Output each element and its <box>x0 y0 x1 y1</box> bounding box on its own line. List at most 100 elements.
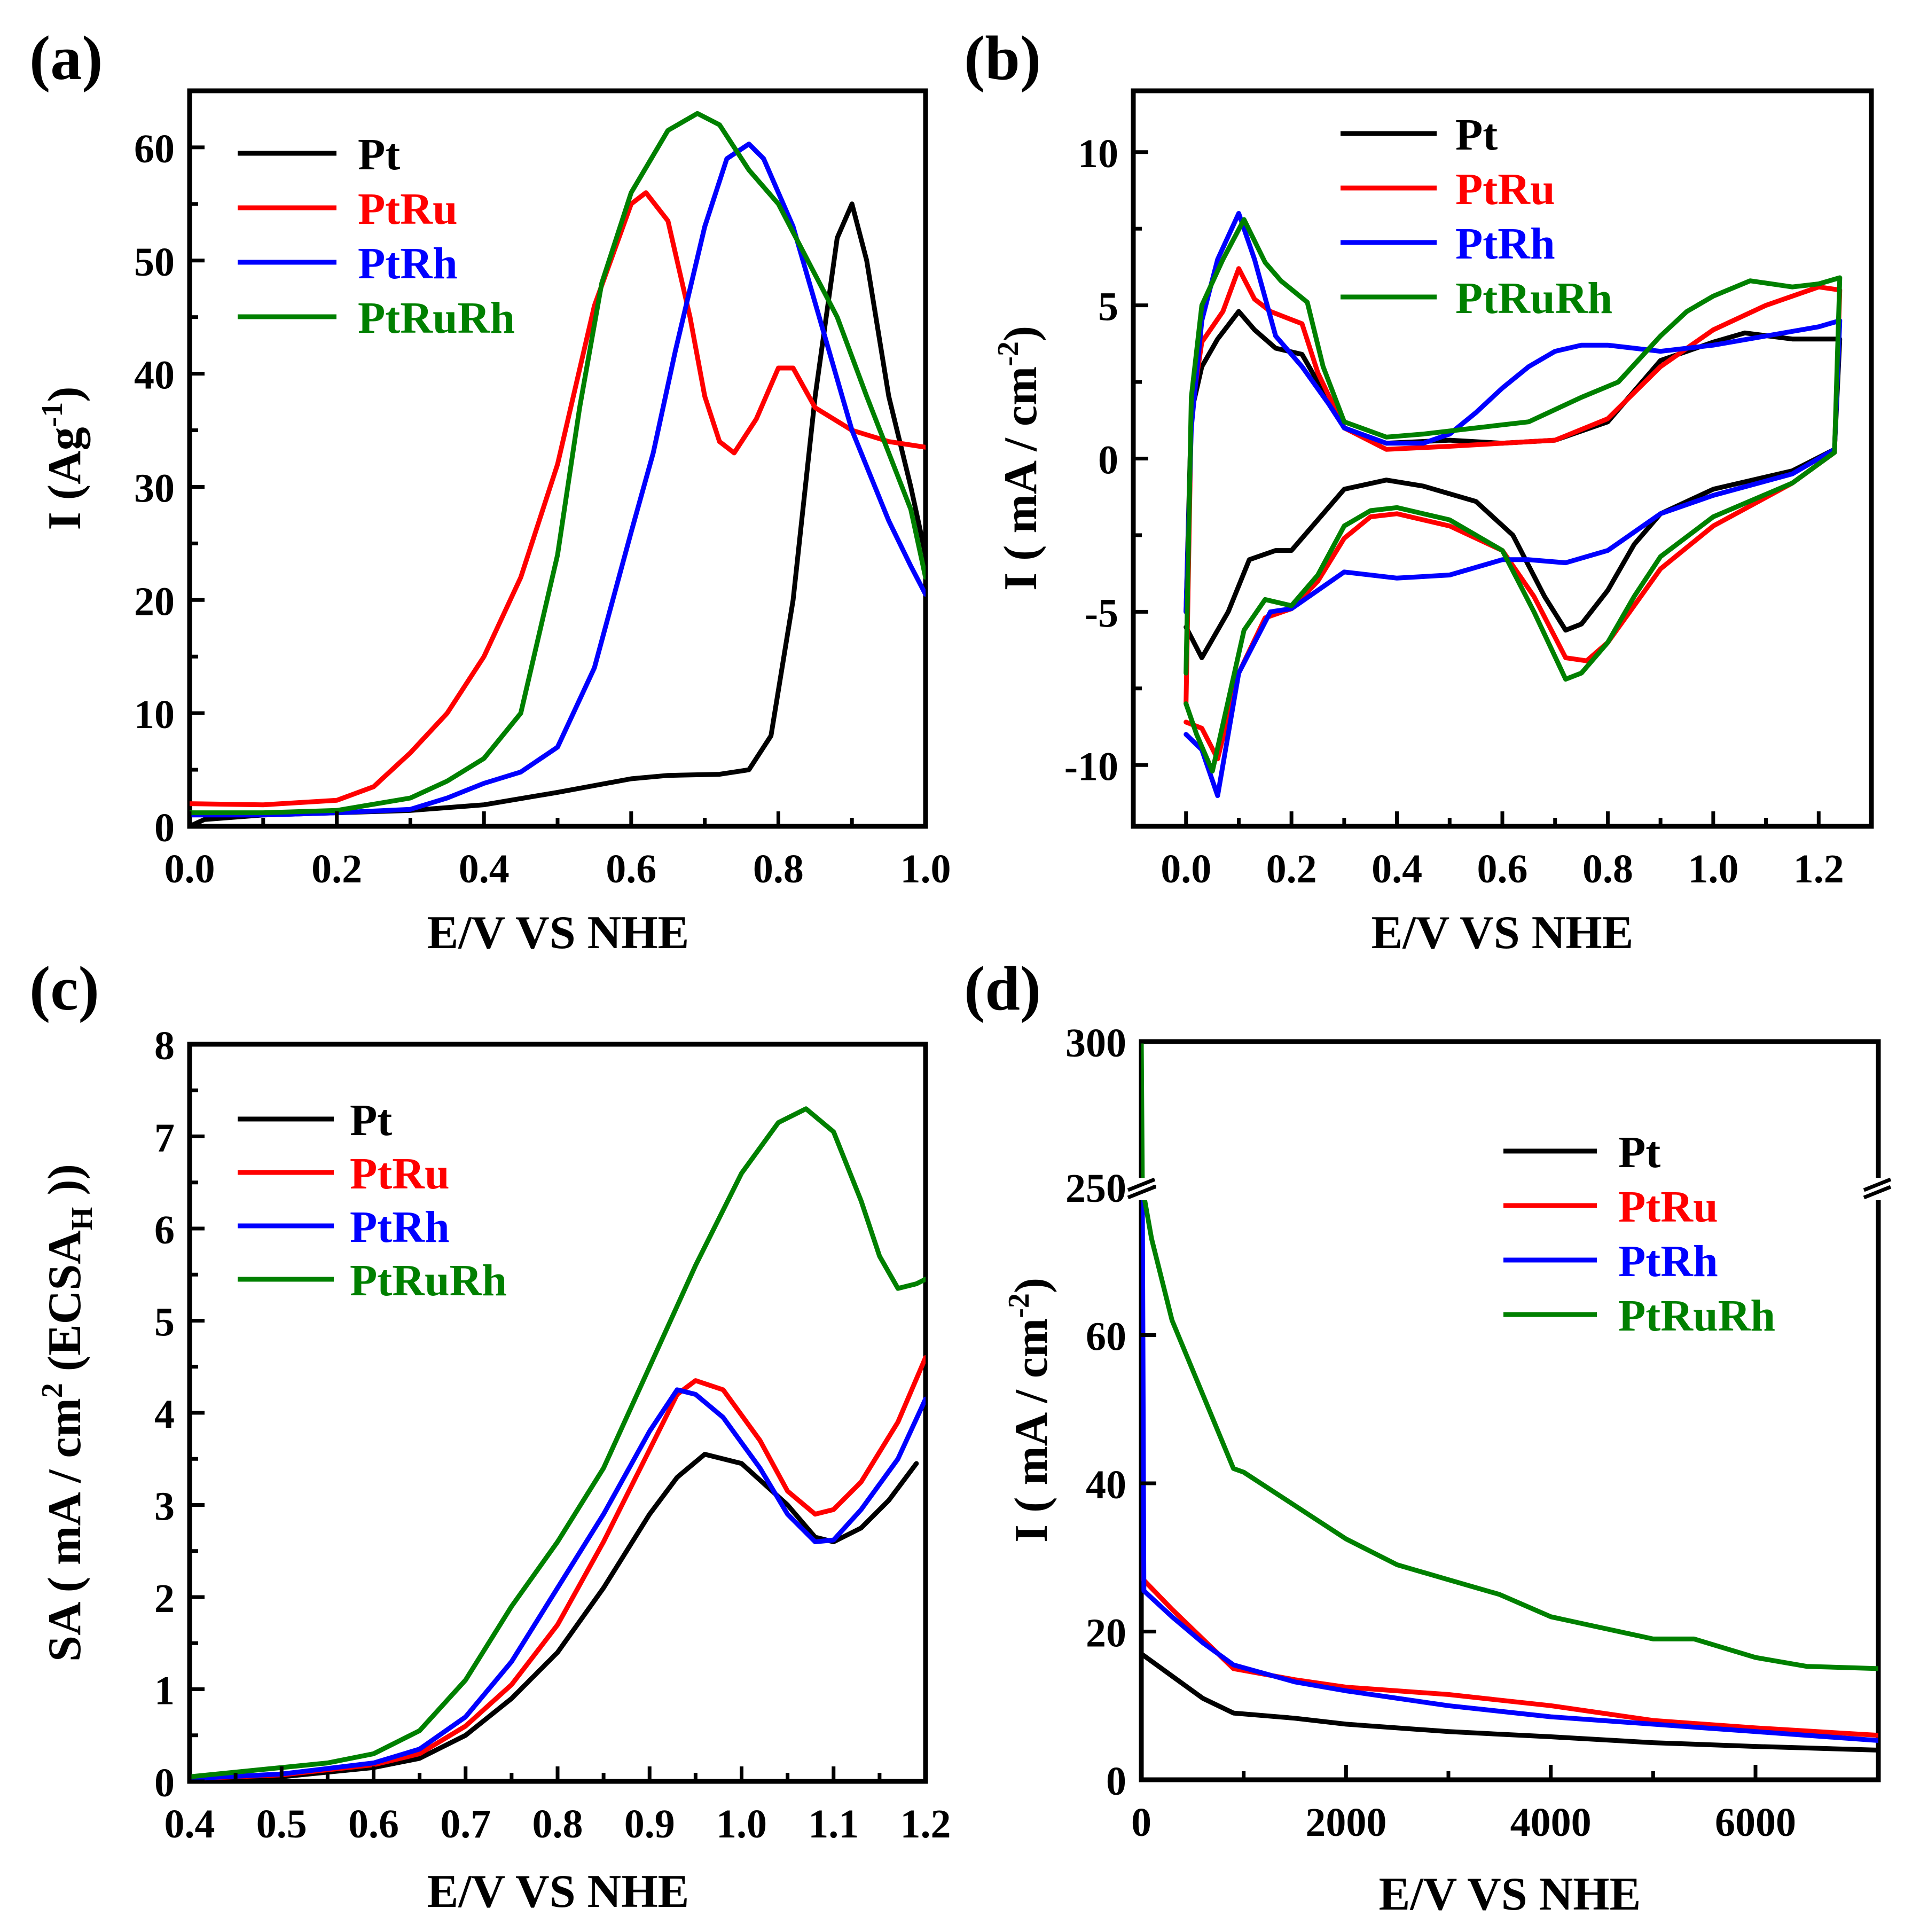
y-tick-label: 8 <box>154 1023 175 1068</box>
x-tick-label: 0 <box>1131 1800 1151 1845</box>
x-tick-label: 0.4 <box>164 1802 215 1847</box>
panel-d-right-break-line-2 <box>1863 1177 1892 1192</box>
panel-d: (d) 0 2000 4000 6000 0 20 40 60 250 300 PtPtRuPt… <box>964 953 1892 1920</box>
panel-d-left-break-line-1 <box>1127 1185 1156 1200</box>
x-tick-label: 0.4 <box>459 847 510 891</box>
panel-a-label: (a) <box>29 23 103 93</box>
panel-c-y-ticks: 0 1 2 3 4 5 6 7 8 <box>154 1023 205 1805</box>
x-tick-label: 0.4 <box>1372 847 1422 891</box>
y-tick-label: 40 <box>1086 1462 1126 1507</box>
panel-d-legend: Pt PtRu PtRh PtRuRh <box>1503 1128 1775 1341</box>
panel-d-label: (d) <box>964 953 1041 1023</box>
x-tick-label: 0.2 <box>311 847 362 891</box>
legend-label-ptru: PtRu <box>1455 165 1555 214</box>
panel-b-x-axis-label: E/V VS NHE <box>1372 907 1634 959</box>
series-ptrh-line <box>190 142 926 818</box>
legend-label-ptrurh: PtRuRh <box>358 293 515 343</box>
x-tick-label: 0.8 <box>753 847 804 891</box>
y-tick-label: 20 <box>134 579 175 624</box>
panel-c-plot-frame <box>187 1042 928 1784</box>
series-ptrh-line <box>1184 211 1843 799</box>
series-ptrh-line <box>1141 1126 1878 1743</box>
y-tick-label: 1 <box>154 1669 175 1714</box>
x-tick-label: 1.0 <box>900 847 951 891</box>
y-tick-label: -10 <box>1064 744 1118 789</box>
x-tick-label: 6000 <box>1715 1800 1796 1845</box>
panel-d-axis-break-marks <box>1127 1177 1892 1200</box>
panel-c-series <box>190 1106 926 1781</box>
series-ptrurh-line <box>190 1106 926 1779</box>
series-ptru-line <box>190 1355 926 1781</box>
panel-d-left-break-line-2 <box>1127 1177 1156 1192</box>
y-tick-label: 5 <box>1098 285 1118 330</box>
x-tick-label: 0.0 <box>1161 847 1211 891</box>
legend-label-ptrurh: PtRuRh <box>350 1256 507 1305</box>
y-tick-label: 0 <box>154 805 175 850</box>
series-ptrh-line <box>190 1387 926 1781</box>
y-tick-label: 40 <box>134 353 175 398</box>
series-ptru-line <box>190 190 926 808</box>
y-tick-label: 3 <box>154 1484 175 1529</box>
x-tick-label: 1.1 <box>808 1802 859 1847</box>
series-pt-line <box>190 1452 919 1781</box>
panel-c-y-axis-label: SA ( mA / cm2 (ECSAH )) <box>36 1164 99 1662</box>
panel-b-y-axis-label: I ( mA / cm-2) <box>992 326 1047 591</box>
x-tick-label: 0.5 <box>256 1802 307 1847</box>
x-tick-label: 1.2 <box>900 1802 951 1847</box>
panel-b-y-ticks: -10 -5 0 5 10 <box>1064 131 1148 789</box>
y-tick-label: 6 <box>154 1208 175 1253</box>
y-tick-label: 10 <box>1078 131 1118 176</box>
x-tick-label: 4000 <box>1510 1800 1592 1845</box>
y-tick-label: 250 <box>1065 1166 1126 1211</box>
x-tick-label: 0.8 <box>532 1802 583 1847</box>
y-tick-label: 20 <box>1086 1611 1126 1656</box>
y-tick-label: 7 <box>154 1116 175 1161</box>
x-tick-label: 2000 <box>1305 1800 1386 1845</box>
x-tick-label: 1.0 <box>716 1802 767 1847</box>
y-tick-label: 2 <box>154 1576 175 1621</box>
x-tick-label: 0.2 <box>1266 847 1317 891</box>
y-tick-label: 10 <box>134 692 175 737</box>
series-ptrurh-line <box>190 111 926 816</box>
panel-b-label: (b) <box>964 23 1041 93</box>
legend-label-ptrh: PtRh <box>358 239 458 288</box>
series-ptru-line <box>1141 1184 1878 1738</box>
y-tick-label: 50 <box>134 240 175 285</box>
legend-label-ptru: PtRu <box>350 1149 450 1199</box>
x-tick-label: 0.9 <box>624 1802 675 1847</box>
legend-label-ptrh: PtRh <box>1455 219 1555 269</box>
panel-a-y-ticks: 0 10 20 30 40 50 60 <box>134 127 205 850</box>
y-tick-label: 0 <box>154 1761 175 1805</box>
y-tick-label: -5 <box>1085 591 1118 636</box>
y-tick-label: 0 <box>1098 438 1118 483</box>
series-ptrurh-line <box>1184 217 1843 774</box>
panel-b-x-ticks: 0.0 0.2 0.4 0.6 0.8 1.0 1.2 <box>1161 811 1844 891</box>
y-tick-label: 0 <box>1106 1759 1126 1804</box>
y-tick-label: 5 <box>154 1300 175 1345</box>
y-tick-label: 30 <box>134 466 175 511</box>
x-tick-label: 1.2 <box>1793 847 1844 891</box>
legend-label-ptrurh: PtRuRh <box>1455 273 1612 323</box>
x-tick-label: 0.0 <box>164 847 215 891</box>
series-pt-line <box>1141 1651 1878 1753</box>
y-tick-label: 4 <box>154 1392 175 1437</box>
x-tick-label: 0.8 <box>1582 847 1633 891</box>
x-tick-label: 0.6 <box>1477 847 1528 891</box>
legend-label-pt: Pt <box>358 130 400 179</box>
y-tick-label: 300 <box>1065 1021 1126 1066</box>
panel-d-right-break-line-1 <box>1863 1185 1892 1200</box>
y-tick-label: 60 <box>1086 1315 1126 1359</box>
legend-label-ptrurh: PtRuRh <box>1618 1291 1775 1341</box>
panel-c-label: (c) <box>29 953 99 1023</box>
legend-label-ptrh: PtRh <box>350 1202 450 1252</box>
x-tick-label: 1.0 <box>1688 847 1738 891</box>
x-tick-label: 0.6 <box>348 1802 399 1847</box>
panel-c: (c) 0.4 0.5 0.6 0.7 0.8 0.9 1.0 1.1 1.2 0 1 2 3 4 5 6 7… <box>29 953 951 1918</box>
panel-d-x-axis-label: E/V VS NHE <box>1379 1868 1641 1920</box>
panel-d-x-ticks: 0 2000 4000 6000 <box>1131 1765 1796 1845</box>
legend-label-pt: Pt <box>350 1096 392 1145</box>
